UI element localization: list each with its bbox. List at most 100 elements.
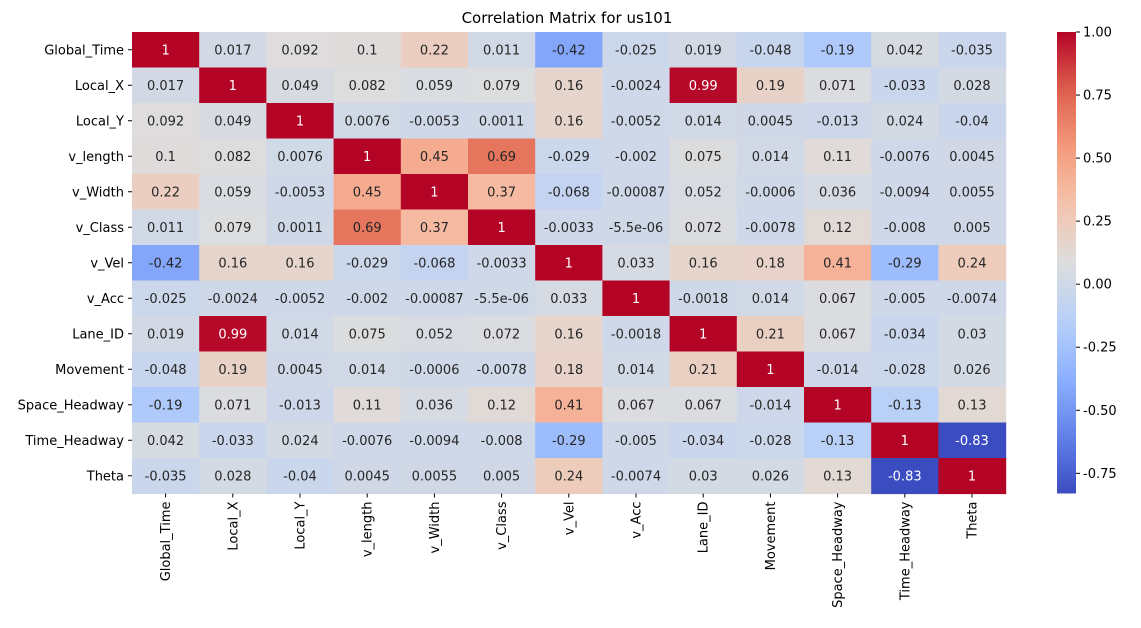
- heatmap-cell: [602, 209, 671, 246]
- heatmap-cell: [602, 280, 671, 317]
- heatmap-cell: [736, 67, 805, 104]
- heatmap-cell: [266, 138, 335, 175]
- heatmap-cell: [535, 458, 603, 495]
- cell-value-label: -0.0018: [611, 327, 661, 342]
- heatmap-cell: [804, 174, 872, 211]
- heatmap-cell: [266, 458, 335, 495]
- heatmap-cell: [400, 245, 469, 282]
- chart-title: Correlation Matrix for us101: [462, 9, 673, 27]
- cell-value-label: -0.0006: [745, 185, 795, 200]
- cell-value-label: 1: [766, 363, 774, 378]
- cell-value-label: -0.068: [413, 256, 455, 271]
- cell-value-label: 0.067: [685, 398, 722, 413]
- cell-value-label: 1: [632, 292, 640, 307]
- heatmap-cell: [804, 316, 872, 353]
- cell-value-label: -0.0006: [409, 363, 459, 378]
- heatmap-cell: [736, 316, 805, 353]
- cell-value-label: 0.014: [752, 150, 789, 165]
- y-tick-label: Local_X: [75, 79, 124, 94]
- cell-value-label: -0.034: [682, 434, 724, 449]
- heatmap-cell: [333, 245, 402, 282]
- cell-value-label: -0.0078: [745, 221, 795, 236]
- cell-value-label: 0.042: [147, 434, 184, 449]
- heatmap-cell: [736, 458, 805, 495]
- cell-value-label: -0.029: [548, 150, 590, 165]
- cell-value-label: -0.0078: [477, 363, 527, 378]
- x-axis-ticks: Global_Time Local_X Local_Y v_length v_Width…: [159, 493, 981, 608]
- cell-value-label: 0.21: [689, 363, 718, 378]
- heatmap-cell: [266, 387, 335, 424]
- heatmap-cell: [333, 174, 402, 211]
- heatmap-cell: [736, 422, 805, 459]
- cell-value-label: -0.00087: [607, 185, 665, 200]
- cell-value-label: 1: [699, 327, 707, 342]
- cell-value-label: 0.059: [416, 79, 453, 94]
- cell-value-label: 0.005: [953, 221, 990, 236]
- cell-value-label: 0.017: [147, 79, 184, 94]
- colorbar-tick-label: -0.25: [1083, 341, 1117, 356]
- heatmap-cell: [871, 138, 939, 175]
- heatmap-cell: [804, 103, 872, 140]
- heatmap-cell: [400, 316, 469, 353]
- x-tick-label: Time_Headway: [898, 501, 913, 601]
- cell-value-label: 0.0076: [344, 114, 390, 129]
- heatmap-cell: [266, 351, 335, 388]
- cell-value-label: -0.0018: [678, 292, 728, 307]
- cell-value-label: 0.22: [151, 185, 180, 200]
- heatmap-cell: [736, 209, 805, 246]
- cell-value-label: 0.16: [554, 327, 583, 342]
- cell-value-label: 0.0045: [277, 363, 323, 378]
- heatmap-cell: [804, 209, 872, 246]
- heatmap-cell: [736, 138, 805, 175]
- cell-value-label: -0.029: [346, 256, 388, 271]
- cell-value-label: -0.0052: [275, 292, 325, 307]
- heatmap-cell: [938, 387, 1007, 424]
- cell-value-label: 0.014: [617, 363, 654, 378]
- cell-value-label: 1: [833, 398, 841, 413]
- heatmap-cell: [132, 280, 200, 317]
- cell-value-label: 1: [901, 434, 909, 449]
- cell-value-label: 0.019: [685, 43, 722, 58]
- heatmap-cell: [602, 387, 671, 424]
- heatmap-cell: [602, 103, 671, 140]
- heatmap-cell: [871, 316, 939, 353]
- cell-value-label: -0.19: [149, 398, 183, 413]
- cell-value-label: 0.014: [281, 327, 318, 342]
- cell-value-label: 0.067: [617, 398, 654, 413]
- cell-value-label: 0.005: [483, 469, 520, 484]
- heatmap-cell: [535, 280, 603, 317]
- heatmap-cell: [669, 245, 738, 282]
- y-tick-label: v_Vel: [90, 256, 124, 271]
- cell-value-label: -0.0024: [611, 79, 661, 94]
- cell-value-label: -0.035: [145, 469, 187, 484]
- x-tick-label: v_Acc: [630, 502, 645, 539]
- heatmap-cell: [871, 387, 939, 424]
- x-tick-label: v_Width: [428, 502, 443, 554]
- heatmap-cell: [132, 138, 200, 175]
- cell-value-label: 0.042: [886, 43, 923, 58]
- heatmap-cell: [468, 387, 536, 424]
- cell-value-label: 0.049: [214, 114, 251, 129]
- heatmap-cell: [266, 280, 335, 317]
- heatmap-cell: [199, 67, 267, 104]
- y-axis-ticks: Global_Time Local_X Local_Y v_length v_Width…: [18, 43, 132, 484]
- heatmap-cell: [132, 316, 200, 353]
- y-tick-label: v_length: [68, 150, 124, 165]
- cell-value-label: 0.014: [349, 363, 386, 378]
- heatmap-cell: [266, 103, 335, 140]
- cell-value-label: -0.048: [749, 43, 791, 58]
- heatmap-cell: [871, 245, 939, 282]
- x-tick-label: v_Vel: [562, 502, 577, 536]
- heatmap-cell: [535, 245, 603, 282]
- cell-value-label: 0.21: [756, 327, 785, 342]
- heatmap-cell: [468, 174, 536, 211]
- cell-value-label: -0.29: [888, 256, 922, 271]
- heatmap-cell: [468, 280, 536, 317]
- cell-value-label: -0.033: [884, 79, 926, 94]
- heatmap-cell: [333, 138, 402, 175]
- colorbar-tick-label: 1.00: [1083, 26, 1112, 41]
- heatmap-cell: [199, 174, 267, 211]
- heatmap-cell: [938, 174, 1007, 211]
- cell-value-label: 0.0055: [412, 469, 458, 484]
